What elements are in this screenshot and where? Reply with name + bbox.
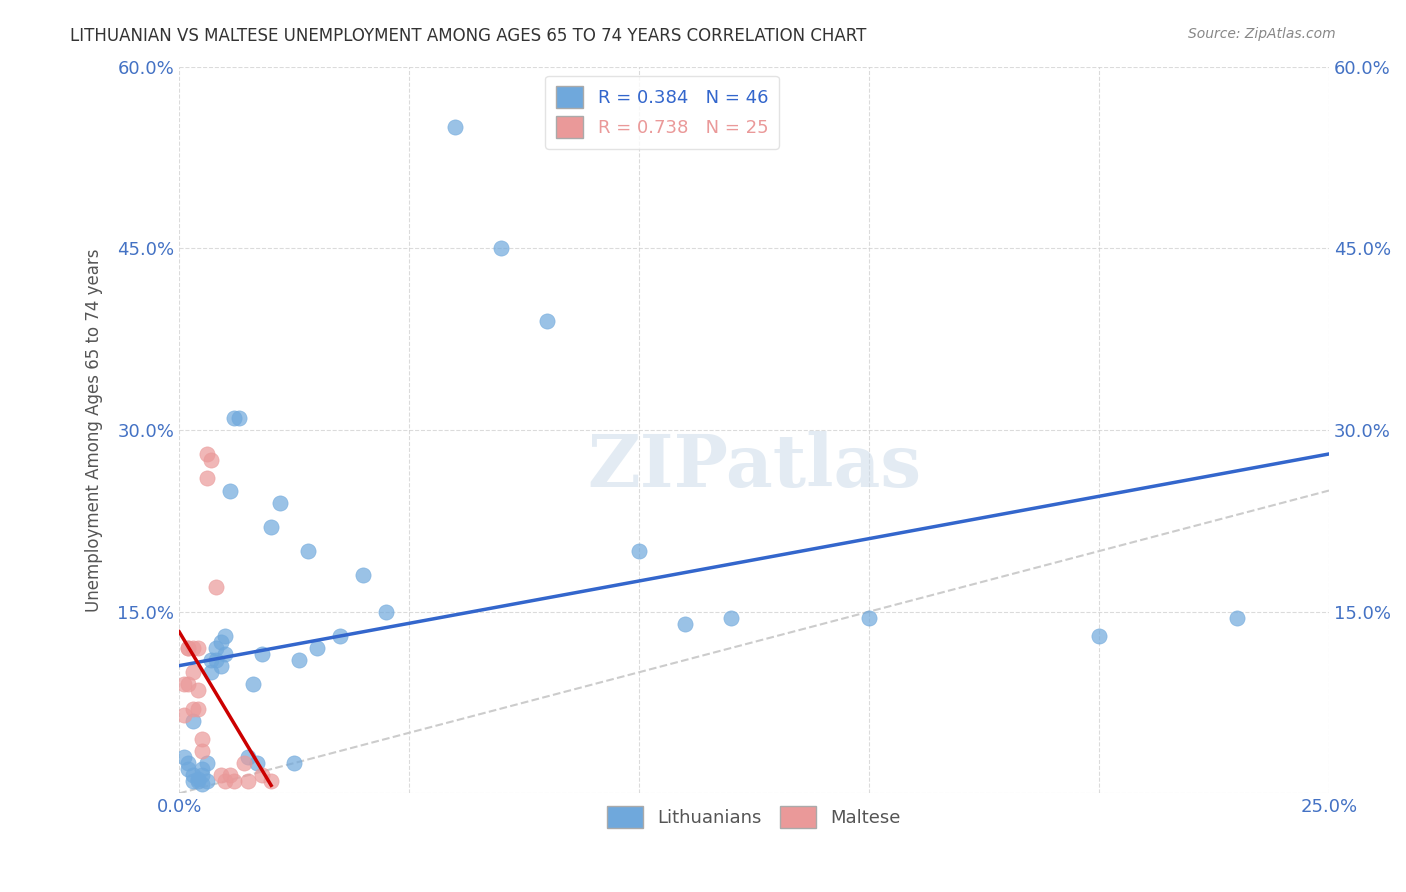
Maltese — [191, 744, 214, 758]
Maltese — [177, 640, 200, 655]
Maltese — [177, 640, 200, 655]
Lithuanians — [250, 647, 273, 661]
Maltese — [181, 665, 204, 680]
Maltese — [218, 768, 240, 782]
Lithuanians — [209, 659, 232, 673]
Maltese — [195, 447, 218, 461]
Lithuanians — [181, 774, 204, 789]
Maltese — [173, 677, 195, 691]
Lithuanians — [191, 777, 214, 791]
Maltese — [173, 707, 195, 722]
Lithuanians — [181, 768, 204, 782]
Lithuanians — [375, 605, 398, 619]
Lithuanians — [1226, 611, 1249, 625]
Lithuanians — [191, 768, 214, 782]
Lithuanians — [205, 640, 228, 655]
Maltese — [238, 774, 260, 789]
Maltese — [191, 731, 214, 746]
Lithuanians — [177, 756, 200, 770]
Maltese — [214, 774, 236, 789]
Text: ZIPatlas: ZIPatlas — [588, 431, 921, 502]
Maltese — [224, 774, 246, 789]
Lithuanians — [218, 483, 240, 498]
Maltese — [250, 768, 273, 782]
Lithuanians — [200, 653, 222, 667]
Lithuanians — [269, 496, 291, 510]
Text: LITHUANIAN VS MALTESE UNEMPLOYMENT AMONG AGES 65 TO 74 YEARS CORRELATION CHART: LITHUANIAN VS MALTESE UNEMPLOYMENT AMONG… — [70, 27, 866, 45]
Lithuanians — [238, 750, 260, 764]
Lithuanians — [1088, 629, 1111, 643]
Lithuanians — [283, 756, 305, 770]
Maltese — [232, 756, 254, 770]
Lithuanians — [214, 647, 236, 661]
Lithuanians — [352, 568, 374, 582]
Lithuanians — [187, 772, 209, 786]
Lithuanians — [628, 544, 651, 558]
Lithuanians — [200, 665, 222, 680]
Lithuanians — [209, 635, 232, 649]
Maltese — [195, 471, 218, 485]
Maltese — [205, 581, 228, 595]
Lithuanians — [205, 653, 228, 667]
Lithuanians — [191, 762, 214, 776]
Lithuanians — [228, 410, 250, 425]
Lithuanians — [489, 241, 512, 255]
Lithuanians — [187, 774, 209, 789]
Lithuanians — [444, 120, 467, 135]
Maltese — [187, 701, 209, 715]
Maltese — [177, 677, 200, 691]
Lithuanians — [297, 544, 319, 558]
Maltese — [181, 701, 204, 715]
Maltese — [200, 453, 222, 467]
Lithuanians — [246, 756, 269, 770]
Lithuanians — [536, 314, 558, 328]
Lithuanians — [214, 629, 236, 643]
Lithuanians — [195, 774, 218, 789]
Lithuanians — [173, 750, 195, 764]
Y-axis label: Unemployment Among Ages 65 to 74 years: Unemployment Among Ages 65 to 74 years — [86, 248, 103, 612]
Lithuanians — [177, 762, 200, 776]
Text: Source: ZipAtlas.com: Source: ZipAtlas.com — [1188, 27, 1336, 41]
Maltese — [260, 774, 283, 789]
Lithuanians — [242, 677, 264, 691]
Maltese — [187, 683, 209, 698]
Maltese — [187, 640, 209, 655]
Lithuanians — [329, 629, 352, 643]
Lithuanians — [673, 616, 696, 631]
Lithuanians — [858, 611, 880, 625]
Lithuanians — [224, 410, 246, 425]
Lithuanians — [195, 756, 218, 770]
Legend: Lithuanians, Maltese: Lithuanians, Maltese — [600, 798, 908, 835]
Lithuanians — [260, 520, 283, 534]
Lithuanians — [287, 653, 309, 667]
Lithuanians — [307, 640, 329, 655]
Lithuanians — [181, 714, 204, 728]
Maltese — [181, 640, 204, 655]
Lithuanians — [720, 611, 742, 625]
Maltese — [209, 768, 232, 782]
